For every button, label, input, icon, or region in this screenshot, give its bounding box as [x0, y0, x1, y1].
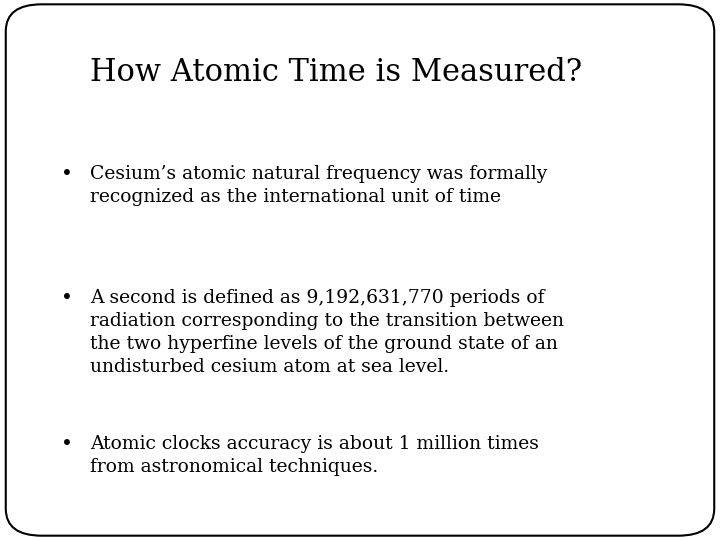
Text: How Atomic Time is Measured?: How Atomic Time is Measured?: [90, 57, 582, 87]
Text: Cesium’s atomic natural frequency was formally
recognized as the international u: Cesium’s atomic natural frequency was fo…: [90, 165, 547, 206]
Text: •: •: [61, 435, 73, 454]
Text: A second is defined as 9,192,631,770 periods of
radiation corresponding to the t: A second is defined as 9,192,631,770 per…: [90, 289, 564, 376]
Text: •: •: [61, 289, 73, 308]
FancyBboxPatch shape: [6, 4, 714, 536]
Text: Atomic clocks accuracy is about 1 million times
from astronomical techniques.: Atomic clocks accuracy is about 1 millio…: [90, 435, 539, 476]
Text: •: •: [61, 165, 73, 184]
